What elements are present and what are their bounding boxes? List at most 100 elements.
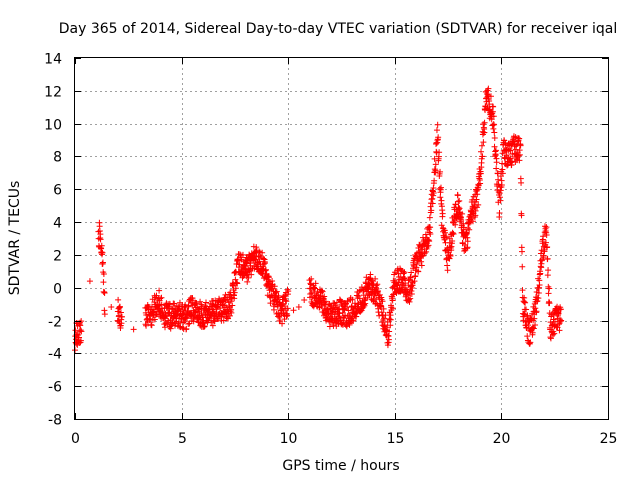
data-point [497, 197, 504, 204]
data-point [534, 297, 541, 304]
data-point [342, 312, 349, 319]
data-point [406, 298, 413, 305]
data-point [379, 298, 386, 305]
y-tick-label: 8 [53, 150, 62, 166]
y-tick-label: -8 [48, 413, 62, 429]
y-axis-label: SDTVAR / TECUs [7, 181, 23, 296]
data-point [535, 295, 542, 302]
data-point [226, 303, 233, 310]
data-point [498, 182, 505, 189]
data-point [367, 276, 374, 283]
data-point [430, 189, 437, 196]
data-point [356, 288, 363, 295]
data-point [519, 248, 526, 255]
data-point [540, 254, 547, 261]
data-point [151, 316, 158, 323]
data-point [261, 260, 268, 267]
data-point [245, 274, 252, 281]
data-point [446, 255, 453, 262]
data-point [166, 309, 173, 316]
data-point [426, 238, 433, 245]
data-point [426, 229, 433, 236]
data-point [378, 303, 385, 310]
data-point [551, 330, 558, 337]
data-point [491, 121, 498, 128]
y-tick-label: -2 [48, 315, 62, 331]
data-point [189, 297, 196, 304]
data-point [273, 288, 280, 295]
data-point [100, 271, 107, 278]
data-point [517, 142, 524, 149]
data-point [531, 315, 538, 322]
data-point [431, 177, 438, 184]
data-point [311, 284, 318, 291]
tick-layer: 0 5 10 15 20 25 -8 -6 -4 -2 0 2 4 6 8 10 12 14 [44, 52, 617, 448]
data-point [491, 129, 498, 136]
data-point [201, 323, 208, 330]
data-point [157, 295, 164, 302]
data-point [408, 269, 415, 276]
data-point [256, 258, 263, 265]
data-point [193, 300, 200, 307]
data-point [540, 233, 547, 240]
data-point [117, 309, 124, 316]
data-point [516, 151, 523, 158]
data-point [235, 257, 242, 264]
data-point [518, 212, 525, 219]
data-point [481, 129, 488, 136]
data-point [148, 322, 155, 329]
data-point [466, 226, 473, 233]
data-point [402, 280, 409, 287]
data-point [360, 292, 367, 299]
data-point [421, 250, 428, 257]
data-point [198, 310, 205, 317]
data-point [532, 305, 539, 312]
data-point [515, 152, 522, 159]
data-point [308, 275, 315, 282]
data-point [209, 322, 216, 329]
data-point [118, 313, 125, 320]
x-tick-label: 5 [178, 431, 187, 447]
data-point [322, 298, 329, 305]
data-point [282, 297, 289, 304]
data-point [438, 222, 445, 229]
data-point [533, 308, 540, 315]
data-point [454, 192, 461, 199]
data-point [76, 334, 83, 341]
data-point [432, 161, 439, 168]
data-point [499, 170, 506, 177]
data-point [360, 304, 367, 311]
data-point [447, 252, 454, 259]
data-point [479, 153, 486, 160]
data-point [543, 231, 550, 238]
data-point [253, 244, 260, 251]
data-point [321, 293, 328, 300]
data-point [519, 287, 526, 294]
data-point [401, 274, 408, 281]
data-point [555, 310, 562, 317]
data-point [116, 312, 123, 319]
data-point [491, 135, 498, 142]
data-point [530, 325, 537, 332]
data-point [99, 259, 106, 266]
grid-layer [75, 58, 608, 419]
data-point [244, 278, 251, 285]
data-point [460, 224, 467, 231]
data-point [437, 168, 444, 175]
data-point [420, 252, 427, 259]
data-point [278, 306, 285, 313]
data-point [532, 321, 539, 328]
data-point [256, 248, 263, 255]
data-point [425, 242, 432, 249]
data-point [281, 293, 288, 300]
data-point [523, 306, 530, 313]
y-tick-label: 4 [53, 216, 62, 232]
data-point [557, 306, 564, 313]
data-point [337, 297, 344, 304]
data-point [407, 295, 414, 302]
data-point [545, 267, 552, 274]
data-point [546, 285, 553, 292]
y-tick-label: -4 [48, 347, 62, 363]
data-point [356, 295, 363, 302]
data-point [356, 287, 363, 294]
